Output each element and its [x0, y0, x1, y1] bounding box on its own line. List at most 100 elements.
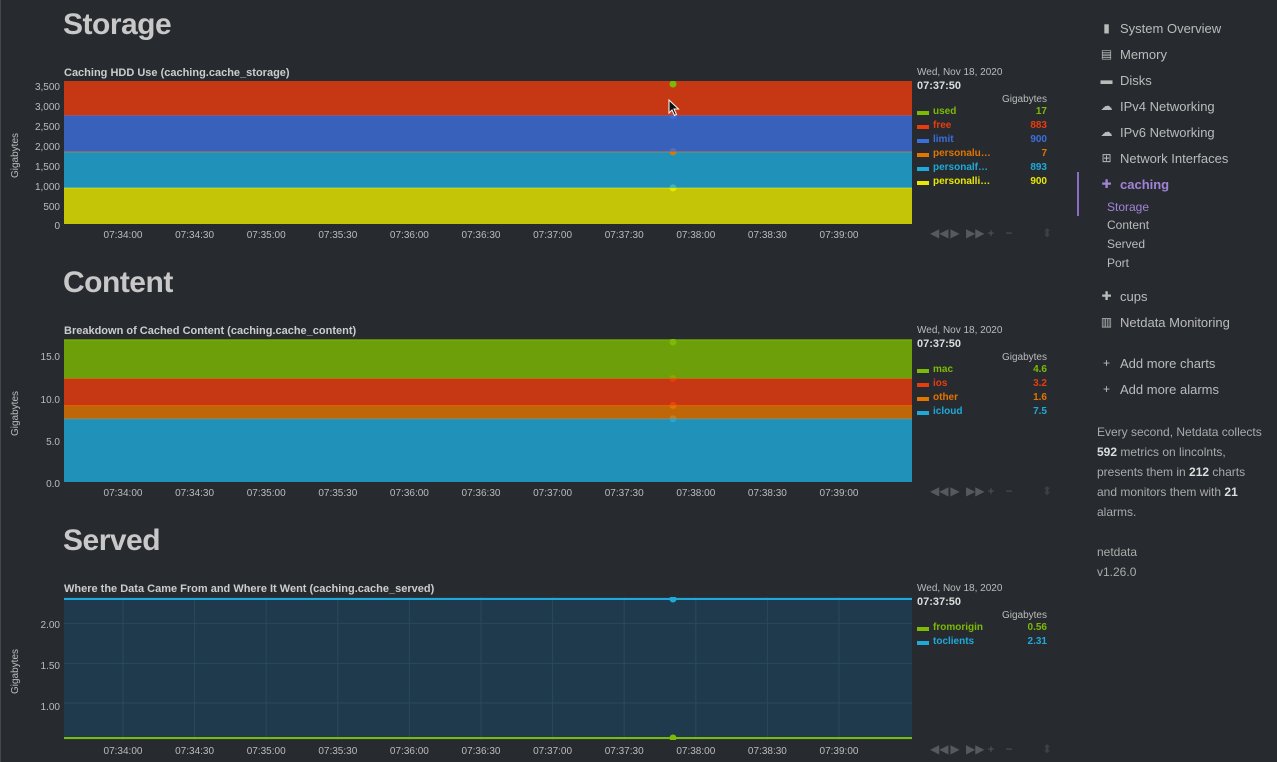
x-tick-label: 07:36:30 — [461, 746, 501, 757]
legend-value: 900 — [1030, 134, 1047, 145]
rewind-icon[interactable]: ◀◀ — [930, 742, 949, 756]
y-tick-label: 1.00 — [40, 702, 60, 713]
legend-item-icloud[interactable]: icloud 7.5 — [917, 405, 1052, 419]
x-tick-label: 07:34:00 — [103, 746, 143, 757]
y-tick-label: 2.00 — [40, 620, 60, 631]
legend-value: 893 — [1030, 162, 1047, 173]
chart-title: Caching HDD Use (caching.cache_storage) — [64, 67, 290, 79]
x-tick-label: 07:36:00 — [389, 230, 429, 241]
rewind-icon[interactable]: ◀◀ — [930, 226, 949, 240]
resize-handle-icon[interactable]: ⬍ — [1042, 226, 1053, 240]
legend-name: mac — [933, 364, 954, 375]
fast-forward-icon[interactable]: ▶▶ — [966, 226, 985, 240]
zoom-out-icon[interactable]: − — [1005, 742, 1013, 756]
area-icloud — [64, 418, 912, 482]
legend-item-other[interactable]: other 1.6 — [917, 391, 1052, 405]
sidebar-item-label: cups — [1120, 288, 1148, 304]
sidebar-subitem-content[interactable]: Content — [1107, 218, 1150, 232]
x-tick-label: 07:34:30 — [175, 488, 215, 499]
legend-date: Wed, Nov 18, 2020 — [917, 67, 1003, 78]
sidebar-item-system-overview[interactable]: ▮ System Overview — [1100, 18, 1221, 38]
zoom-out-icon[interactable]: − — [1005, 484, 1013, 498]
chart-plot-storage[interactable] — [64, 81, 912, 224]
legend-item-personalli[interactable]: personalli… 900 — [917, 175, 1052, 189]
rewind-icon[interactable]: ◀◀ — [930, 484, 949, 498]
sidebar-item-cups[interactable]: ✚ cups — [1100, 286, 1147, 306]
fast-forward-icon[interactable]: ▶▶ — [966, 484, 985, 498]
legend-item-free[interactable]: free 883 — [917, 119, 1052, 133]
sidebar-subitem-port[interactable]: Port — [1107, 256, 1130, 270]
zoom-in-icon[interactable]: + — [987, 484, 995, 498]
netdata-summary: Every second, Netdata collects 592 metri… — [1097, 422, 1267, 522]
y-tick-label: 0 — [54, 221, 60, 232]
legend-item-fromorigin[interactable]: fromorigin 0.56 — [917, 621, 1052, 635]
chart-svg — [64, 339, 912, 482]
legend-item-personalf[interactable]: personalf… 893 — [917, 161, 1052, 175]
legend-item-ios[interactable]: ios 3.2 — [917, 377, 1052, 391]
sidebar-item-disks[interactable]: ▬ Disks — [1100, 70, 1152, 90]
y-tick-label: 2,000 — [34, 142, 60, 153]
y-tick-label: 5.0 — [46, 437, 60, 448]
legend-time: 07:37:50 — [917, 80, 962, 92]
play-icon[interactable]: ▶ — [950, 226, 960, 240]
x-tick-label: 07:35:30 — [318, 488, 358, 499]
legend-swatch — [917, 627, 929, 631]
legend-swatch — [917, 181, 929, 185]
resize-handle-icon[interactable]: ⬍ — [1042, 484, 1053, 498]
x-tick-label: 07:35:00 — [246, 230, 286, 241]
chart-plot-served[interactable] — [64, 597, 912, 740]
legend-name: limit — [933, 134, 954, 145]
legend-item-mac[interactable]: mac 4.6 — [917, 363, 1052, 377]
chart-plot-content[interactable] — [64, 339, 912, 482]
legend-value: 3.2 — [1033, 378, 1047, 389]
legend-swatch — [917, 111, 929, 115]
sidebar-item-ipv4-networking[interactable]: ☁ IPv4 Networking — [1100, 96, 1215, 116]
x-tick-label: 07:39:00 — [819, 488, 859, 499]
x-tick-label: 07:35:30 — [318, 230, 358, 241]
zoom-out-icon[interactable]: − — [1005, 226, 1013, 240]
legend-name: fromorigin — [933, 622, 983, 633]
y-tick-label: 0.0 — [46, 479, 60, 490]
legend-swatch — [917, 167, 929, 171]
legend-value: 7.5 — [1033, 406, 1047, 417]
play-icon[interactable]: ▶ — [950, 742, 960, 756]
sidebar-item-caching[interactable]: ✚ caching — [1100, 174, 1169, 194]
app-name: netdata — [1097, 545, 1138, 559]
y-axis-label: Gigabytes — [10, 390, 21, 436]
sidebar-subitem-storage[interactable]: Storage — [1107, 200, 1150, 214]
sidebar-item-netdata-monitoring[interactable]: ▥ Netdata Monitoring — [1100, 312, 1230, 332]
add-more-charts-link[interactable]: + Add more charts — [1100, 353, 1215, 373]
sidebar-item-ipv6-networking[interactable]: ☁ IPv6 Networking — [1100, 122, 1215, 142]
hover-point — [669, 339, 677, 346]
legend-item-used[interactable]: used 17 — [917, 105, 1052, 119]
legend-item-limit[interactable]: limit 900 — [917, 133, 1052, 147]
fast-forward-icon[interactable]: ▶▶ — [966, 742, 985, 756]
sidebar-subitem-served[interactable]: Served — [1107, 237, 1146, 251]
sidebar-item-network-interfaces[interactable]: ⊞ Network Interfaces — [1100, 148, 1228, 168]
x-tick-label: 07:39:00 — [819, 230, 859, 241]
legend-swatch — [917, 641, 929, 645]
puzzle-icon: ✚ — [1101, 176, 1112, 191]
legend-item-toclients[interactable]: toclients 2.31 — [917, 635, 1052, 649]
legend-name: personalf… — [933, 162, 989, 173]
x-tick-label: 07:36:00 — [389, 488, 429, 499]
legend-item-personalu[interactable]: personalu… 7 — [917, 147, 1052, 161]
x-tick-label: 07:37:00 — [533, 230, 573, 241]
plus-icon: + — [1102, 355, 1110, 370]
x-tick-label: 07:34:30 — [175, 746, 215, 757]
legend-unit: Gigabytes — [1001, 94, 1047, 105]
resize-handle-icon[interactable]: ⬍ — [1042, 742, 1053, 756]
area-free — [64, 81, 912, 116]
bookmark-icon: ▮ — [1103, 20, 1110, 35]
add-more-alarms-label: Add more alarms — [1120, 381, 1219, 397]
chart-legend: Wed, Nov 18, 2020 07:37:50 Gigabytes use… — [917, 67, 1052, 189]
zoom-in-icon[interactable]: + — [987, 742, 995, 756]
play-icon[interactable]: ▶ — [950, 484, 960, 498]
sidebar-item-memory[interactable]: ▤ Memory — [1100, 44, 1167, 64]
add-more-alarms-link[interactable]: + Add more alarms — [1100, 379, 1219, 399]
zoom-in-icon[interactable]: + — [987, 226, 995, 240]
sidebar-active-indicator — [1077, 172, 1079, 216]
legend-name: free — [933, 120, 952, 131]
section-title-content: Content — [63, 266, 173, 299]
sidebar-item-label: System Overview — [1120, 20, 1222, 36]
